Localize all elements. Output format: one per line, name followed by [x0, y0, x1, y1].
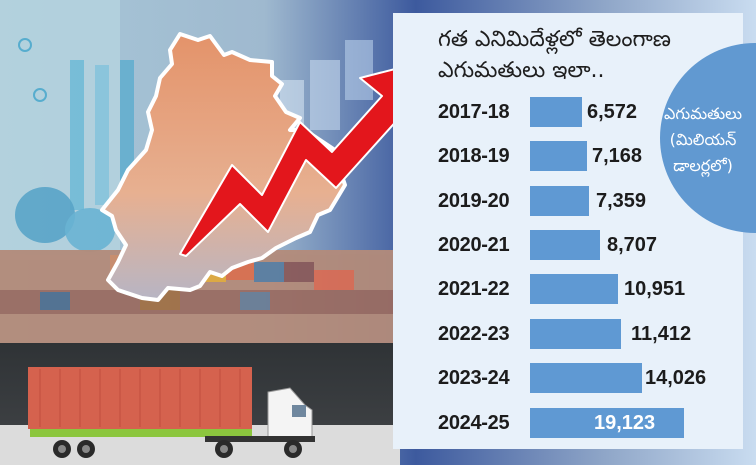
year-label: 2020-21 — [438, 234, 510, 256]
bar — [530, 319, 621, 349]
value-label: 7,168 — [592, 145, 643, 167]
bar — [530, 97, 582, 127]
bar — [530, 408, 684, 438]
bar — [530, 186, 589, 216]
chart-title-line-2: ఎగుమతులు ఇలా.. — [438, 58, 605, 83]
value-label: 19,123 — [594, 412, 656, 434]
chart-title: గత ఎనిమిదేళ్లలో తెలంగాణ ఎగుమతులు ఇలా.. — [438, 24, 671, 86]
bar — [530, 363, 642, 393]
bar — [530, 141, 587, 171]
container-truck-icon — [28, 367, 315, 458]
chart-title-line-1: గత ఎనిమిదేళ్లలో తెలంగాణ — [438, 27, 671, 52]
year-label: 2021-22 — [438, 278, 510, 300]
value-label: 14,026 — [645, 367, 707, 389]
legend-line-1: ఎగుమతులు — [663, 104, 743, 123]
year-label: 2018-19 — [438, 145, 510, 167]
year-label: 2023-24 — [438, 367, 510, 389]
value-label: 10,951 — [624, 278, 686, 300]
year-label: 2017-18 — [438, 101, 510, 123]
value-label: 7,359 — [596, 190, 647, 212]
year-label: 2022-23 — [438, 323, 510, 345]
legend-line-2: (మిలియన్ — [669, 130, 737, 149]
value-label: 8,707 — [607, 234, 658, 256]
telangana-map-icon — [100, 32, 352, 302]
legend-circle-text: ఎగుమతులు (మిలియన్ డాలర్లలో) — [650, 101, 756, 179]
legend-line-3: డాలర్లలో) — [673, 156, 733, 175]
value-label: 11,412 — [631, 323, 692, 345]
year-label: 2024-25 — [438, 412, 510, 434]
lab-glassware-icon — [0, 0, 134, 260]
bar — [530, 274, 618, 304]
bar — [530, 230, 600, 260]
year-label: 2019-20 — [438, 190, 510, 212]
value-label: 6,572 — [587, 101, 638, 123]
